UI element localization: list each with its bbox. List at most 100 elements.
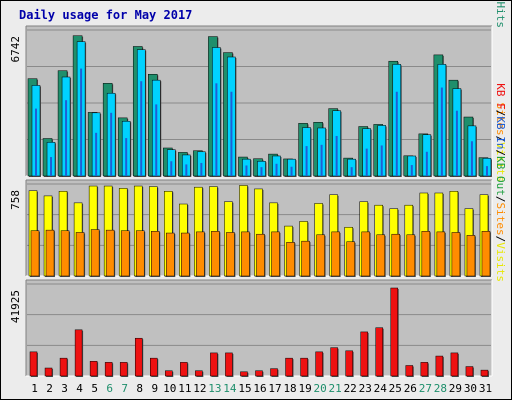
legend-entry: / [494,110,507,117]
legend-entry: Sites [494,203,507,236]
bar-kbf-day-29 [450,352,459,377]
bar-files-day-16 [260,167,263,176]
x-tick-day-9: 9 [151,382,158,395]
bar-files-day-28 [440,87,443,176]
bar-files-day-23 [365,148,368,176]
bar-files-day-6 [110,112,113,176]
bar-sites-day-28 [436,231,446,277]
x-tick-day-5: 5 [91,382,98,395]
x-tick-day-13: 13 [208,382,221,395]
bar-kbf-day-15 [240,371,248,377]
x-tick-day-4: 4 [76,382,83,395]
bar-files-day-19 [305,146,308,176]
legend-entry: Visits [494,242,507,282]
bar-kbf-day-24 [375,327,383,377]
bar-kbf-day-23 [360,331,368,377]
x-tick-day-8: 8 [136,382,143,395]
x-tick-day-15: 15 [238,382,251,395]
bar-kbf-day-2 [44,367,53,377]
bar-sites-day-23 [361,231,370,277]
x-tick-day-17: 17 [268,382,281,395]
bar-kbf-day-19 [300,357,308,377]
bar-files-day-2 [50,157,53,176]
bar-sites-day-3 [60,230,70,277]
panel-bottom-max-label: 41925 [9,290,22,323]
x-tick-day-22: 22 [344,382,357,395]
legend-entry: KB Out [494,156,507,196]
bar-kbf-day-12 [195,370,203,377]
panel-bottom-legend: KB F/KB In/KB Out/Sites/Visits [494,83,507,282]
x-tick-day-19: 19 [298,382,311,395]
bar-sites-day-30 [466,235,476,277]
bar-files-day-12 [200,162,203,176]
bar-files-day-5 [95,132,98,176]
bar-files-day-13 [215,83,218,176]
bar-files-day-11 [185,164,188,176]
bar-files-day-18 [290,166,293,176]
bar-kbf-day-1 [29,351,38,377]
bar-files-day-29 [455,110,458,176]
bar-kbf-day-14 [225,352,233,377]
bar-sites-day-15 [241,231,250,277]
bar-files-day-31 [485,166,488,176]
bar-sites-day-31 [481,231,491,277]
bar-sites-day-1 [30,230,40,277]
bar-files-day-10 [170,161,173,176]
bar-kbf-day-6 [104,362,113,377]
bar-kbf-day-26 [405,365,414,377]
x-tick-day-3: 3 [61,382,68,395]
bar-files-day-25 [395,91,398,176]
x-tick-day-12: 12 [193,382,206,395]
x-tick-day-26: 26 [404,382,417,395]
bar-sites-day-20 [316,234,325,277]
bar-sites-day-27 [421,231,431,277]
bar-files-day-26 [410,165,413,176]
x-tick-day-14: 14 [223,382,237,395]
bar-kbf-day-9 [150,357,158,377]
bar-files-day-3 [65,100,68,176]
bar-files-day-30 [470,141,473,176]
bar-files-day-17 [275,163,278,176]
bar-sites-day-5 [90,229,100,277]
legend-entry: Visits [494,142,507,182]
x-tick-day-29: 29 [449,382,462,395]
x-tick-day-16: 16 [253,382,266,395]
bar-files-day-15 [245,165,248,176]
panel-top-legend: Pages/Files/Hits [494,0,507,28]
x-tick-day-7: 7 [121,382,128,395]
legend-entry: / [494,196,507,203]
bar-kbf-day-20 [315,351,323,377]
bar-sites-day-13 [211,231,220,277]
bar-sites-day-16 [256,233,265,277]
bar-kbf-day-27 [420,362,429,377]
bar-sites-day-7 [120,230,130,277]
panel-middle-max-label: 758 [9,190,22,210]
bar-kbf-day-31 [480,369,489,377]
legend-entry: KB F [494,83,507,110]
x-tick-day-11: 11 [178,382,191,395]
bar-sites-day-12 [196,231,205,277]
x-tick-day-6: 6 [106,382,113,395]
bar-sites-day-14 [226,232,235,277]
legend-entry: Sites [494,103,507,136]
x-tick-day-1: 1 [31,382,38,395]
bar-files-day-14 [230,91,233,176]
bar-sites-day-8 [135,230,145,277]
panel-middle-legend: Sites/ Visits [494,103,507,183]
bar-files-day-24 [380,145,383,176]
bar-kbf-day-18 [285,357,293,377]
bar-files-day-22 [350,167,353,176]
bar-sites-day-29 [451,232,461,277]
x-tick-day-30: 30 [464,382,477,395]
bar-kbf-day-25 [390,287,399,377]
bar-files-day-20 [320,144,323,176]
bar-kbf-day-16 [255,370,263,377]
x-tick-day-31: 31 [479,382,492,395]
bar-kbf-day-8 [134,337,143,377]
bar-sites-day-2 [45,229,55,277]
x-tick-day-2: 2 [46,382,53,395]
legend-entry: / [494,236,507,243]
bar-sites-day-4 [75,232,85,277]
bar-files-day-8 [140,81,143,176]
panel-top-max-label: 6742 [9,36,22,63]
